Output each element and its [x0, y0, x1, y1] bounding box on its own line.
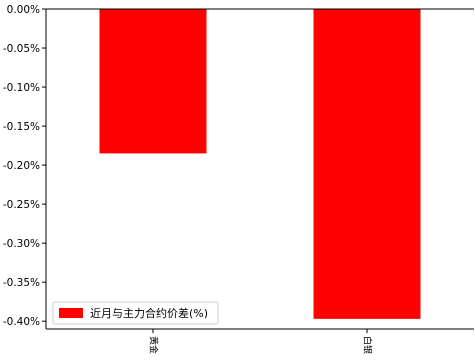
legend-swatch	[59, 308, 83, 318]
y-tick-label: -0.40%	[3, 316, 40, 328]
y-tick-label: -0.30%	[3, 238, 40, 250]
y-tick-label: -0.35%	[3, 277, 40, 289]
y-tick-label: -0.10%	[3, 82, 40, 94]
x-category-label: 白银	[362, 336, 374, 354]
legend-box	[52, 301, 219, 325]
y-tick-label: 0.00%	[7, 4, 40, 16]
bar-1	[313, 9, 421, 319]
legend: 近月与主力合约价差(%)	[52, 301, 219, 325]
x-category-label: 黄金	[148, 336, 160, 354]
y-tick-label: -0.05%	[3, 43, 40, 55]
y-tick-label: -0.25%	[3, 199, 40, 211]
y-tick-label: -0.15%	[3, 121, 40, 133]
bar-0	[99, 9, 207, 154]
y-tick-label: -0.20%	[3, 160, 40, 172]
legend-label: 近月与主力合约价差(%)	[90, 306, 208, 320]
